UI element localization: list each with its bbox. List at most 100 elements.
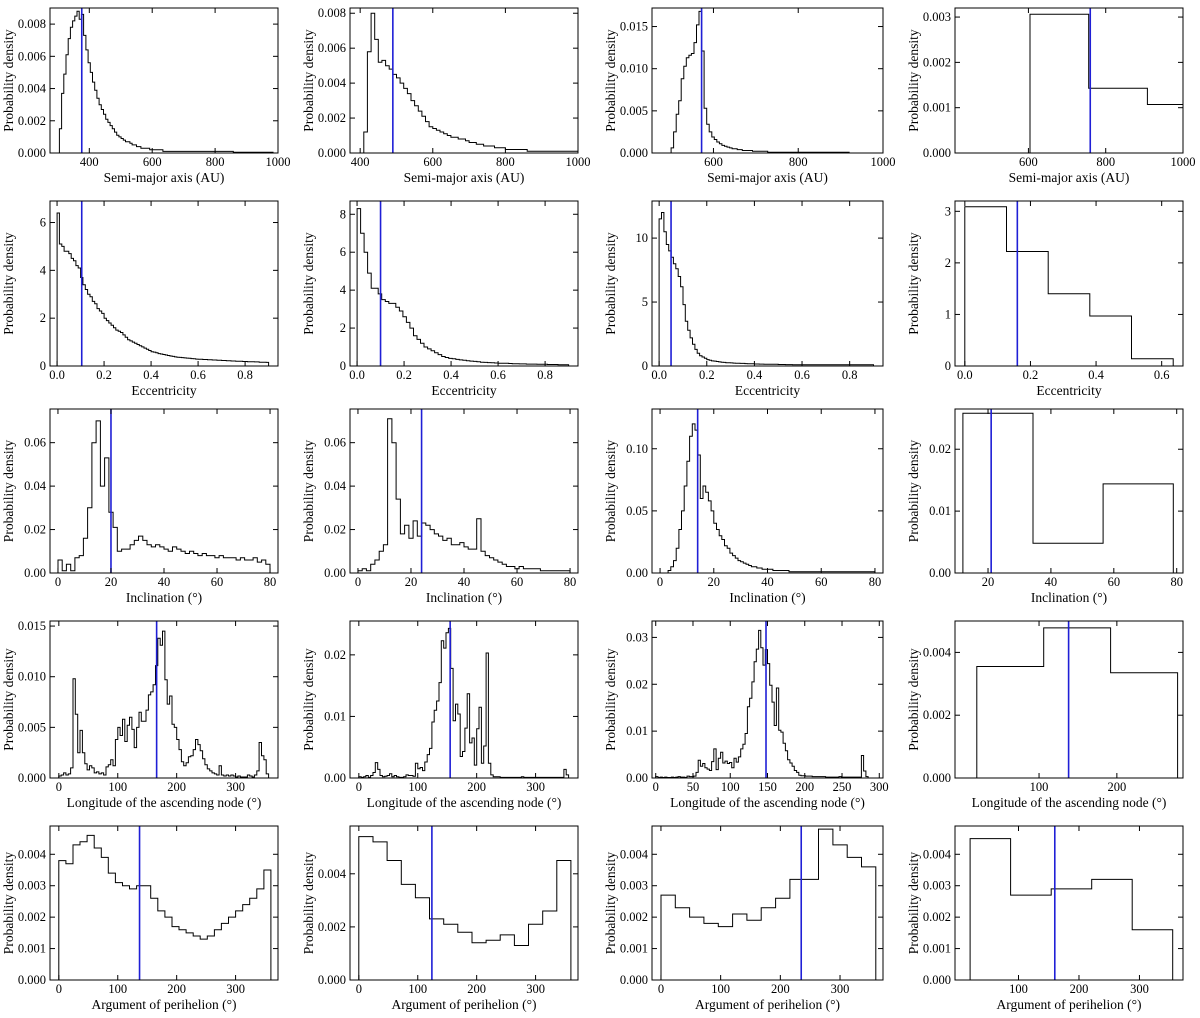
x-tick-label: 0.4	[1088, 368, 1104, 382]
histogram-bars	[357, 418, 571, 573]
x-axis-label: Longitude of the ascending node (°)	[67, 795, 262, 810]
x-tick-label: 20	[982, 575, 995, 589]
y-tick-label: 0.000	[18, 771, 46, 785]
x-axis-label: Longitude of the ascending node (°)	[670, 795, 865, 810]
y-axis-label: Probability density	[1, 440, 16, 543]
histogram-bars	[964, 206, 1174, 366]
x-tick-label: 300	[1130, 982, 1149, 996]
x-tick-label: 0	[356, 982, 362, 996]
x-tick-label: 100	[711, 982, 730, 996]
y-tick-label: 5	[642, 295, 648, 309]
y-tick-label: 0.02	[324, 523, 346, 537]
x-tick-label: 80	[869, 575, 882, 589]
x-tick-label: 80	[264, 575, 277, 589]
histogram-bars	[667, 423, 876, 573]
x-tick-label: 0.0	[49, 368, 65, 382]
plot-frame	[349, 408, 579, 574]
y-axis-label: Probability density	[603, 440, 618, 543]
x-tick-label: 20	[708, 575, 721, 589]
x-tick-label: 150	[758, 780, 777, 794]
x-tick-label: 0	[653, 780, 659, 794]
y-tick-label: 0.001	[923, 101, 951, 115]
x-tick-label: 0.8	[537, 368, 553, 382]
x-tick-label: 0.0	[651, 368, 667, 382]
x-tick-label: 40	[158, 575, 171, 589]
y-tick-label: 0.000	[923, 771, 951, 785]
x-tick-label: 0.0	[957, 368, 973, 382]
x-tick-label: 300	[526, 982, 545, 996]
y-tick-label: 0.010	[620, 62, 648, 76]
plot-frame	[49, 825, 279, 981]
x-axis-label: Eccentricity	[431, 383, 496, 398]
x-axis-label: Argument of perihelion (°)	[92, 997, 237, 1012]
x-tick-label: 0	[356, 780, 362, 794]
x-tick-label: 200	[167, 780, 186, 794]
y-tick-label: 0.002	[923, 708, 951, 722]
plot-frame	[651, 620, 884, 779]
x-tick-label: 0.2	[96, 368, 112, 382]
x-tick-label: 600	[704, 155, 723, 169]
y-tick-label: 0.00	[324, 566, 346, 580]
y-tick-label: 0.000	[923, 973, 951, 987]
x-axis-label: Semi-major axis (AU)	[404, 170, 525, 185]
y-axis-label: Probability density	[603, 29, 618, 132]
histogram-bars	[358, 627, 570, 778]
x-tick-label: 800	[206, 155, 225, 169]
x-axis-label: Inclination (°)	[1031, 590, 1107, 605]
histogram-bars	[356, 208, 570, 366]
y-tick-label: 0.06	[324, 436, 346, 450]
y-tick-label: 0.001	[923, 942, 951, 956]
y-axis-label: Probability density	[301, 232, 316, 335]
x-tick-label: 0.8	[237, 368, 253, 382]
y-tick-label: 0.008	[318, 6, 346, 20]
y-tick-label: 0.000	[18, 973, 46, 987]
x-tick-label: 800	[1096, 155, 1115, 169]
y-tick-label: 0	[40, 359, 46, 373]
x-tick-label: 0.2	[1023, 368, 1039, 382]
y-tick-label: 0.003	[923, 879, 951, 893]
y-tick-label: 0.004	[620, 847, 649, 861]
y-tick-label: 0.003	[923, 10, 951, 24]
histogram-bars	[658, 212, 874, 366]
x-tick-label: 20	[405, 575, 418, 589]
y-tick-label: 0.015	[620, 20, 648, 34]
plot-frame	[49, 620, 279, 779]
histogram-bars	[358, 836, 572, 980]
y-tick-label: 0.003	[18, 879, 46, 893]
x-tick-label: 0.4	[143, 368, 159, 382]
x-tick-label: 100	[408, 780, 427, 794]
x-tick-label: 60	[511, 575, 524, 589]
x-tick-label: 100	[721, 780, 740, 794]
x-tick-label: 0	[56, 982, 62, 996]
x-tick-label: 40	[458, 575, 471, 589]
y-tick-label: 0	[642, 359, 648, 373]
plot-frame	[349, 825, 579, 981]
histogram-bars	[1029, 13, 1183, 153]
y-tick-label: 0.006	[318, 41, 346, 55]
x-tick-label: 200	[167, 982, 186, 996]
y-tick-label: 2	[340, 321, 346, 335]
histogram-bars	[57, 420, 271, 573]
y-tick-label: 0.04	[324, 479, 347, 493]
y-tick-label: 4	[40, 263, 47, 277]
plot-frame	[954, 7, 1184, 154]
plot-frame	[651, 408, 884, 574]
x-tick-label: 1000	[1171, 155, 1196, 169]
x-tick-label: 0.2	[699, 368, 715, 382]
y-tick-label: 0.02	[324, 648, 346, 662]
plot-frame	[651, 825, 884, 981]
x-tick-label: 1000	[871, 155, 896, 169]
histogram-bars	[962, 412, 1174, 573]
y-tick-label: 8	[340, 207, 346, 221]
x-tick-label: 60	[1108, 575, 1121, 589]
y-axis-label: Probability density	[906, 648, 921, 751]
y-tick-label: 0.002	[923, 55, 951, 69]
x-tick-label: 300	[870, 780, 889, 794]
x-axis-label: Argument of perihelion (°)	[392, 997, 537, 1012]
y-tick-label: 0.02	[929, 442, 951, 456]
y-tick-label: 0.004	[18, 847, 47, 861]
plot-frame	[349, 7, 579, 154]
y-tick-label: 0.006	[18, 49, 46, 63]
histogram-bars	[660, 828, 877, 980]
y-tick-label: 0.002	[318, 111, 346, 125]
